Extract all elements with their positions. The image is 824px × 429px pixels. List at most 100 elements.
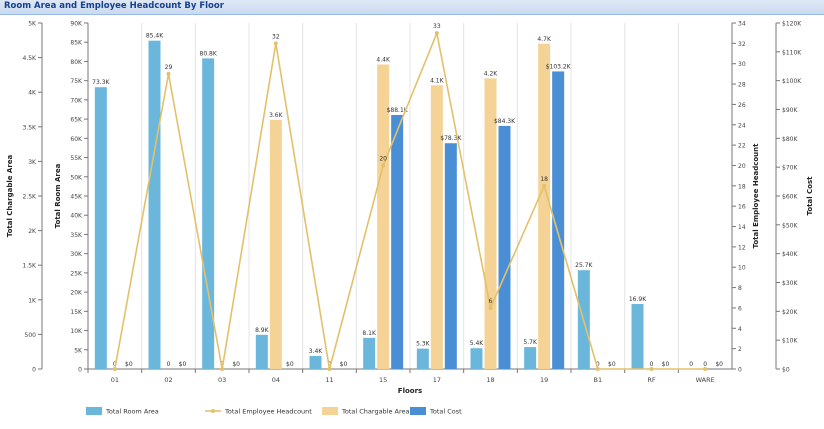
legend-swatch (322, 407, 338, 415)
chargable-tick-label: 2.5K (23, 194, 38, 201)
data-label: $0 (125, 361, 133, 368)
data-label: $103.2K (546, 63, 572, 70)
cost-tick-label: $80K (782, 136, 798, 143)
room-tick-label: 60K (70, 136, 83, 143)
legend-swatch (86, 407, 102, 415)
x-tick-label: 01 (111, 376, 119, 384)
bar-total-room-area (148, 40, 161, 369)
combo-chart: 0 500 1K 1.5K 2K 2.5K 3K 3.5K 4K 4.5K 5K Total Char… (6, 21, 814, 416)
data-label: 85.4K (146, 33, 164, 40)
data-label: $0 (286, 361, 294, 368)
data-label: $88.1K (387, 107, 409, 114)
data-label: $0 (340, 361, 348, 368)
chargable-tick-label: 4.5K (23, 55, 38, 62)
data-label: $78.3K (440, 135, 462, 142)
room-tick-label: 35K (70, 232, 83, 239)
headcount-point (703, 367, 708, 371)
bar-total-room-area (524, 347, 537, 369)
bar-total-chargable-area (377, 64, 390, 369)
chargable-tick-label: 3.5K (23, 124, 38, 131)
data-label: 0 (596, 361, 600, 368)
room-tick-label: 20K (70, 290, 83, 297)
room-tick-label: 0 (78, 367, 82, 374)
x-tick-label: 17 (433, 376, 441, 384)
headcount-axis-title: Total Employee Headcount (752, 143, 760, 249)
data-label: 73.3K (92, 79, 110, 86)
data-label: 4.7K (537, 36, 552, 43)
headcount-tick-label: 16 (738, 204, 746, 211)
cost-tick-label: $0 (782, 367, 790, 374)
bar-total-room-area (255, 334, 268, 369)
cost-tick-label: $40K (782, 251, 798, 258)
data-label: 0 (328, 361, 332, 368)
headcount-tick-label: 30 (738, 61, 746, 68)
room-tick-label: 50K (70, 174, 83, 181)
room-tick-label: 55K (70, 155, 83, 162)
cost-tick-label: $30K (782, 280, 798, 287)
cost-tick-label: $90K (782, 107, 798, 114)
cost-tick-label: $60K (782, 194, 798, 201)
cost-tick-label: $10K (782, 338, 798, 345)
data-label: 0 (689, 361, 693, 368)
panel-title: Room Area and Employee Headcount By Floo… (4, 1, 224, 11)
data-label: 5.3K (416, 341, 431, 348)
legend-label: Total Cost (429, 408, 462, 416)
cost-tick-label: $50K (782, 222, 798, 229)
legend-label: Total Room Area (105, 408, 159, 416)
chargable-tick-label: 5K (28, 21, 37, 28)
headcount-tick-label: 32 (738, 41, 746, 48)
headcount-data-label: 33 (433, 23, 441, 30)
panel-header: Room Area and Employee Headcount By Floo… (0, 0, 824, 15)
headcount-tick-label: 24 (738, 122, 746, 129)
headcount-tick-label: 28 (738, 82, 746, 89)
headcount-point (649, 367, 654, 371)
chargable-tick-label: 500 (25, 332, 37, 339)
data-label: $0 (232, 361, 240, 368)
chargable-tick-label: 1K (28, 297, 37, 304)
cost-axis-title: Total Cost (806, 176, 814, 216)
headcount-tick-label: 14 (738, 224, 746, 231)
room-tick-label: 45K (70, 194, 83, 201)
room-tick-label: 80K (70, 59, 83, 66)
data-label: $0 (608, 361, 616, 368)
headcount-tick-label: 2 (738, 346, 742, 353)
bar-total-cost (444, 143, 457, 369)
room-tick-label: 70K (70, 97, 83, 104)
legend-swatch (410, 407, 426, 415)
data-label: 3.6K (269, 112, 284, 119)
headcount-tick-label: 4 (738, 326, 742, 333)
room-tick-label: 10K (70, 328, 83, 335)
x-tick-label: 11 (325, 376, 333, 384)
bar-total-room-area (363, 337, 376, 369)
data-label: 8.9K (255, 327, 270, 334)
headcount-point (488, 305, 493, 310)
headcount-point (434, 31, 439, 36)
headcount-line (114, 30, 706, 370)
legend-label: Total Chargable Area (341, 408, 410, 416)
data-label: $0 (662, 361, 670, 368)
x-tick-label: RF (647, 376, 656, 384)
x-axis-title: Floors (398, 387, 422, 395)
data-label: 16.9K (629, 296, 647, 303)
room-tick-label: 40K (70, 213, 83, 220)
data-label: $84.3K (494, 118, 516, 125)
data-label: 4.1K (430, 77, 445, 84)
room-tick-label: 85K (70, 40, 83, 47)
bar-total-room-area (94, 87, 107, 370)
cost-tick-label: $100K (782, 78, 802, 85)
headcount-point (220, 367, 225, 371)
headcount-tick-label: 20 (738, 163, 746, 170)
x-tick-label: 02 (164, 376, 172, 384)
bar-total-cost (391, 114, 404, 369)
data-label: 0 (167, 361, 171, 368)
cost-tick-label: $20K (782, 309, 798, 316)
data-label: 0 (650, 361, 654, 368)
headcount-tick-label: 22 (738, 143, 746, 150)
room-tick-label: 5K (74, 347, 83, 354)
x-tick-label: 18 (486, 376, 494, 384)
chargable-tick-label: 2K (28, 228, 37, 235)
headcount-data-label: 18 (540, 176, 548, 183)
cost-tick-label: $70K (782, 165, 798, 172)
headcount-tick-label: 10 (738, 265, 746, 272)
x-tick-label: WARE (696, 376, 715, 384)
